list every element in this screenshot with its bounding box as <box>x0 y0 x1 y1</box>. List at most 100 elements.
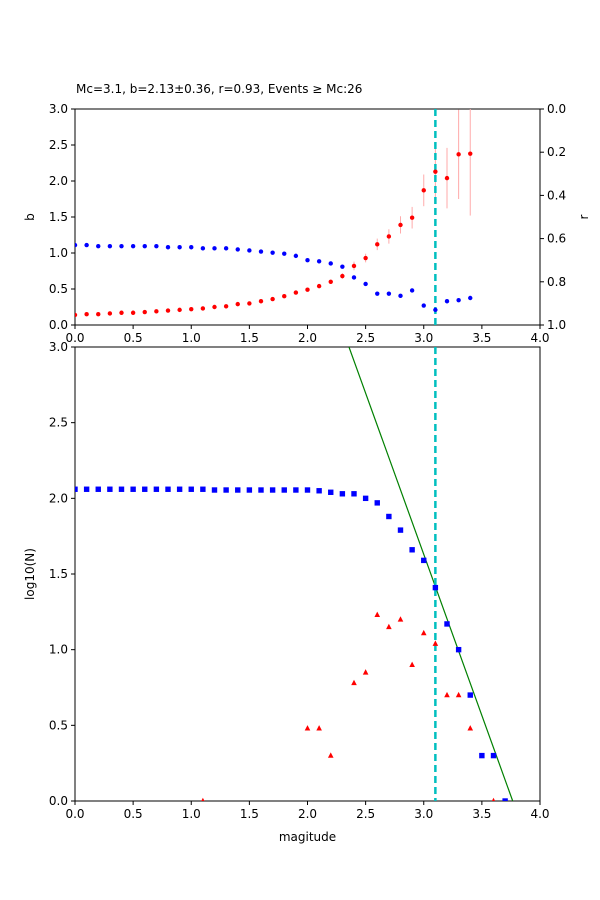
r-point <box>316 259 322 264</box>
cumulative-point <box>269 487 276 493</box>
bottom-xtick-label: 0.5 <box>124 807 143 821</box>
r-point <box>96 243 101 249</box>
r-point <box>398 293 403 299</box>
r-point <box>200 246 206 251</box>
incremental-point <box>420 629 427 636</box>
b-point <box>456 152 461 157</box>
b-point <box>200 306 206 311</box>
bottom-xtick-label: 1.5 <box>240 807 259 821</box>
b-point <box>375 242 380 247</box>
top-xtick-label: 4.0 <box>530 331 549 345</box>
cumulative-point <box>316 488 322 494</box>
b-point <box>119 310 124 315</box>
b-point <box>189 306 194 312</box>
b-point <box>316 283 322 289</box>
r-point <box>223 246 229 251</box>
r-point <box>258 249 264 254</box>
r-point <box>282 251 287 256</box>
r-point <box>444 299 450 304</box>
cumulative-point <box>130 486 136 492</box>
r-point <box>386 291 392 296</box>
cumulative-point <box>281 487 287 493</box>
bottom-xtick-label: 3.5 <box>472 807 491 821</box>
r-point <box>177 245 182 250</box>
incremental-point <box>467 725 474 731</box>
top-panel-title: Mc=3.1, b=2.13±0.36, r=0.93, Events ≥ Mc… <box>76 82 362 96</box>
cumulative-point <box>293 487 299 493</box>
incremental-point <box>316 725 322 731</box>
cumulative-point <box>339 491 346 497</box>
r-point <box>142 243 147 249</box>
top-ytick-label: 1.5 <box>49 210 68 224</box>
top-ytick-label: 1.0 <box>49 246 68 260</box>
b-point <box>212 304 217 310</box>
b-point <box>433 169 438 174</box>
cumulative-point <box>211 487 218 493</box>
b-point <box>165 308 171 313</box>
cumulative-point <box>386 513 392 520</box>
top-ytick-right-label: 0.0 <box>547 102 566 116</box>
b-point <box>258 299 264 304</box>
top-ylabel-right: r <box>577 214 591 219</box>
top-plot-area <box>75 109 473 325</box>
top-ytick-right-label: 0.6 <box>547 232 566 246</box>
cumulative-point <box>351 491 357 497</box>
bottom-ytick-label: 0.0 <box>49 794 68 808</box>
bottom-xtick-label: 0.0 <box>65 807 84 821</box>
incremental-point <box>409 661 415 667</box>
top-ylabel: b <box>23 213 37 221</box>
cumulative-point <box>432 584 439 591</box>
r-point <box>154 243 159 249</box>
b-point <box>177 307 182 313</box>
r-point <box>456 297 461 303</box>
cumulative-point <box>223 487 229 493</box>
top-ytick-right-label: 0.4 <box>547 188 566 202</box>
incremental-point <box>201 797 205 801</box>
incremental-point <box>304 725 311 731</box>
top-ytick-label: 0.0 <box>49 318 68 332</box>
r-point <box>107 243 113 249</box>
top-ytick-label: 0.5 <box>49 282 68 296</box>
incremental-point <box>362 669 369 675</box>
b-point <box>130 310 136 315</box>
r-point <box>119 243 124 249</box>
r-point <box>189 245 194 250</box>
r-point <box>165 245 171 250</box>
r-point <box>305 258 310 263</box>
top-xtick-label: 0.0 <box>65 331 84 345</box>
top-ytick-label: 3.0 <box>49 102 68 116</box>
top-ytick-right-label: 0.2 <box>547 145 566 159</box>
r-point <box>75 242 78 248</box>
incremental-point <box>455 691 462 698</box>
bottom-ytick-label: 2.0 <box>49 491 68 505</box>
cumulative-point <box>304 487 311 493</box>
cumulative-point <box>362 495 369 502</box>
cumulative-point <box>467 692 473 698</box>
top-ytick-right-label: 1.0 <box>547 318 566 332</box>
b-point <box>235 301 240 307</box>
b-point <box>247 301 252 306</box>
r-point <box>328 261 333 266</box>
b-point <box>270 296 275 302</box>
bottom-xlabel: magitude <box>279 830 336 844</box>
r-point <box>247 248 252 253</box>
b-point <box>223 304 229 309</box>
b-point <box>96 312 101 317</box>
r-point <box>130 243 136 249</box>
cumulative-point <box>397 527 404 533</box>
r-point <box>293 253 299 259</box>
top-ytick-label: 2.0 <box>49 174 68 188</box>
r-point <box>270 250 275 255</box>
b-point <box>84 312 89 317</box>
bottom-ytick-label: 1.0 <box>49 643 68 657</box>
incremental-point <box>386 623 392 630</box>
top-xtick-label: 1.0 <box>182 331 201 345</box>
bottom-ytick-label: 3.0 <box>49 340 68 354</box>
top-panel: Mc=3.1, b=2.13±0.36, r=0.93, Events ≥ Mc… <box>23 82 591 345</box>
r-point <box>421 303 426 308</box>
incremental-point <box>432 640 439 646</box>
top-xtick-label: 3.0 <box>414 331 433 345</box>
top-axes: 0.0 0.5 1.0 1.5 2.0 2.5 3.0 3.5 4.0 0.0 0.5 1.0 1.5 2… <box>49 102 566 345</box>
cumulative-point <box>176 486 183 492</box>
